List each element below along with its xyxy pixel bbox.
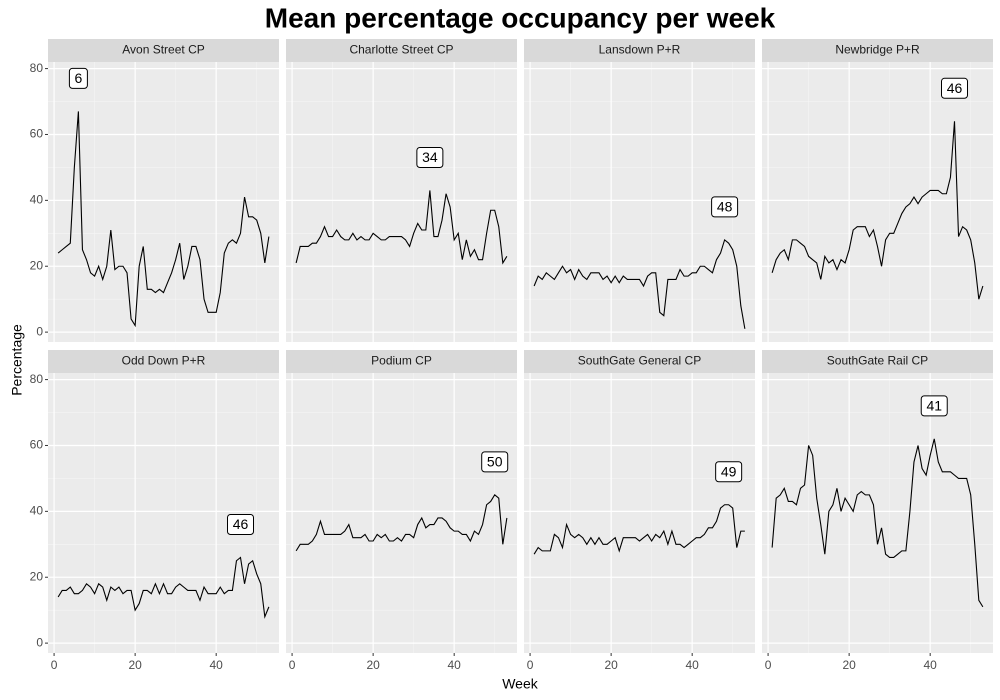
line: [295, 190, 508, 265]
x-axis-label: Week: [502, 676, 539, 692]
y-tick-label: 0: [36, 324, 43, 338]
annotation-label: 41: [926, 398, 942, 414]
x-tick-label: 20: [128, 658, 142, 672]
y-tick-label: 80: [30, 61, 44, 75]
annotation-box: [481, 451, 509, 473]
x-tick-label: 20: [366, 658, 380, 672]
strip-label: Newbridge P+R: [835, 43, 920, 57]
chart-title: Mean percentage occupancy per week: [265, 2, 776, 33]
annotation-label: 6: [74, 70, 82, 86]
y-axis-label: Percentage: [9, 324, 25, 396]
strip: [762, 350, 993, 373]
strip: [286, 39, 517, 62]
strip-label: Podium CP: [371, 354, 432, 368]
strip: [524, 350, 755, 373]
line: [533, 238, 746, 329]
x-tick-label: 0: [765, 658, 772, 672]
y-tick-label: 20: [30, 258, 44, 272]
y-tick-label: 0: [36, 635, 43, 649]
strip: [762, 39, 993, 62]
panel-background: [286, 62, 517, 342]
x-tick-label: 0: [51, 658, 58, 672]
annotation-label: 46: [947, 80, 963, 96]
strip-label: Lansdown P+R: [599, 43, 681, 57]
panel-background: [524, 373, 755, 653]
strip: [48, 350, 279, 373]
annotation-box: [711, 196, 739, 218]
line: [771, 438, 984, 608]
panel-background: [286, 373, 517, 653]
annotation-box: [920, 395, 948, 417]
annotation-box: [715, 461, 743, 483]
y-tick-label: 40: [30, 504, 44, 518]
line: [57, 556, 270, 619]
strip-label: Avon Street CP: [122, 43, 205, 57]
y-tick-label: 60: [30, 127, 44, 141]
x-tick-label: 40: [448, 658, 462, 672]
annotation-box: [68, 67, 88, 89]
annotation-label: 49: [721, 463, 737, 479]
strip: [48, 39, 279, 62]
annotation-label: 34: [422, 149, 438, 165]
y-tick-label: 40: [30, 193, 44, 207]
panel-background: [48, 62, 279, 342]
panel-background: [762, 373, 993, 653]
x-tick-label: 40: [924, 658, 938, 672]
line: [295, 494, 508, 552]
line: [771, 121, 984, 300]
x-tick-label: 20: [842, 658, 856, 672]
strip-label: Odd Down P+R: [122, 354, 206, 368]
x-tick-label: 0: [527, 658, 534, 672]
annotation-box: [416, 146, 444, 168]
strip: [286, 350, 517, 373]
x-tick-label: 40: [686, 658, 700, 672]
annotation-box: [227, 513, 254, 535]
line: [57, 111, 270, 328]
x-tick-label: 0: [289, 658, 296, 672]
y-tick-label: 80: [30, 372, 44, 386]
annotation-label: 50: [487, 454, 503, 470]
strip-label: SouthGate General CP: [578, 354, 701, 368]
x-tick-label: 40: [210, 658, 224, 672]
line: [533, 504, 745, 555]
annotation-label: 46: [233, 516, 249, 532]
x-tick-label: 20: [604, 658, 618, 672]
y-tick-label: 60: [30, 438, 44, 452]
annotation-box: [941, 77, 968, 99]
strip-label: SouthGate Rail CP: [827, 354, 928, 368]
annotation-label: 48: [717, 199, 733, 215]
panel-background: [762, 62, 993, 342]
panel-background: [48, 373, 279, 653]
y-tick-label: 20: [30, 569, 44, 583]
strip-label: Charlotte Street CP: [349, 43, 453, 57]
strip: [524, 39, 755, 62]
